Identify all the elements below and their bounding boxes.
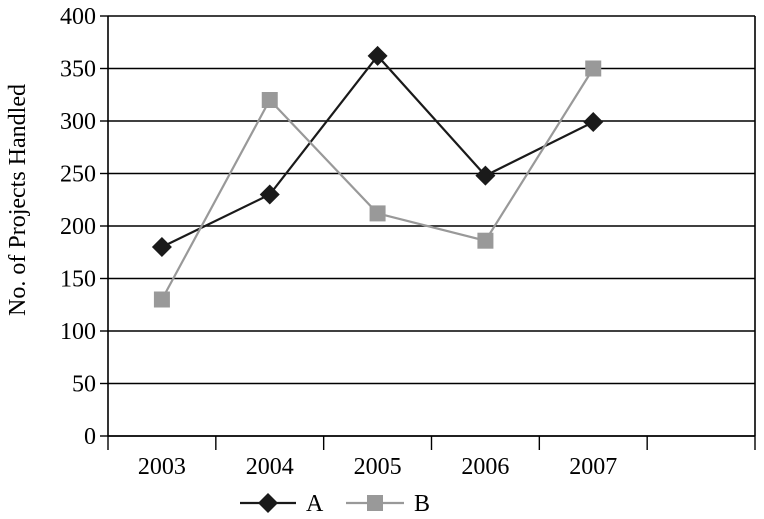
legend-label: A <box>306 491 324 517</box>
legend-item-b: B <box>346 491 430 517</box>
x-tick-label: 2005 <box>354 454 402 480</box>
data-point <box>259 184 280 205</box>
y-axis-title: No. of Projects Handled <box>5 84 31 316</box>
data-point <box>151 237 172 257</box>
y-tick-label: 200 <box>60 214 96 240</box>
y-tick-label: 350 <box>60 57 96 83</box>
data-point <box>585 60 602 77</box>
data-point <box>477 232 494 249</box>
x-tick-label: 2007 <box>569 454 617 480</box>
data-point <box>369 205 386 222</box>
y-tick-label: 400 <box>60 4 96 30</box>
data-point <box>261 92 278 108</box>
legend-marker <box>367 495 383 511</box>
legend-item-a: A <box>240 491 324 517</box>
data-point <box>583 112 604 133</box>
series-group <box>151 45 604 308</box>
legend-marker <box>258 493 278 513</box>
series-b <box>153 60 602 308</box>
series-a <box>151 45 604 257</box>
data-point <box>475 165 496 186</box>
legend-label: B <box>414 491 430 517</box>
data-point <box>153 291 170 308</box>
x-tick-label: 2004 <box>246 454 294 480</box>
y-tick-label: 50 <box>72 372 96 398</box>
series-line <box>160 67 595 301</box>
y-tick-label: 150 <box>60 267 96 293</box>
axes <box>100 15 756 450</box>
y-tick-label: 300 <box>60 109 96 135</box>
y-tick-label: 0 <box>84 424 96 450</box>
tick-labels: 0 50 100 150 200 250 300 350 400 2003 2004 2005 2006… <box>60 4 617 480</box>
x-tick-label: 2006 <box>461 454 509 480</box>
y-tick-label: 250 <box>60 162 96 188</box>
y-tick-label: 100 <box>60 319 96 345</box>
x-tick-label: 2003 <box>138 454 186 480</box>
data-point <box>367 45 388 66</box>
